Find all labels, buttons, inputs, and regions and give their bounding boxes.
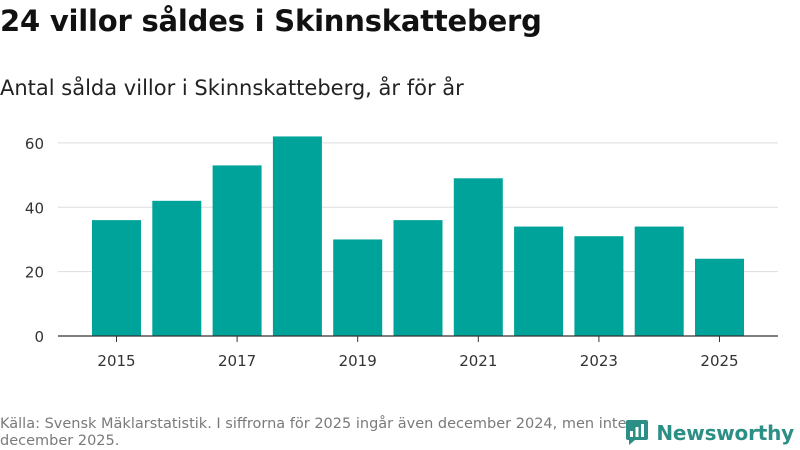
bar-2017 — [212, 165, 262, 336]
bar-chart: 2015 2017 2019 2021 2023 2025 0 20 40 60 — [25, 135, 778, 370]
bar-2025 — [695, 258, 744, 336]
bar-2015 — [92, 220, 141, 336]
newsworthy-logo: Newsworthy — [625, 419, 794, 446]
y-tick-label: 0 — [34, 328, 44, 346]
x-tick-label: 2017 — [218, 352, 256, 370]
bar-2024 — [634, 226, 684, 336]
bar-2020 — [393, 220, 443, 336]
bar-2018 — [272, 136, 322, 336]
y-axis: 0 20 40 60 — [25, 135, 44, 346]
y-tick-label: 60 — [25, 135, 44, 153]
source-note: Källa: Svensk Mäklarstatistik. I siffror… — [0, 416, 627, 449]
y-tick-label: 20 — [25, 264, 44, 282]
x-tick-label: 2023 — [580, 352, 618, 370]
bars — [92, 136, 744, 336]
bar-2016 — [152, 200, 202, 336]
x-axis: 2015 2017 2019 2021 2023 2025 — [58, 335, 778, 370]
bar-2019 — [333, 239, 383, 336]
bar-2022 — [514, 226, 564, 336]
chart-title: 24 villor såldes i Skinnskatteberg — [0, 4, 542, 38]
brand-name: Newsworthy — [656, 420, 794, 445]
x-tick-label: 2015 — [97, 352, 135, 370]
newsworthy-icon — [626, 420, 649, 445]
y-tick-label: 40 — [25, 199, 44, 217]
bar-2023 — [574, 236, 624, 336]
x-tick-label: 2021 — [459, 352, 497, 370]
chart-subtitle: Antal sålda villor i Skinnskatteberg, år… — [0, 76, 464, 100]
x-tick-label: 2025 — [700, 352, 738, 370]
bar-2021 — [453, 178, 503, 336]
x-tick-label: 2019 — [339, 352, 377, 370]
